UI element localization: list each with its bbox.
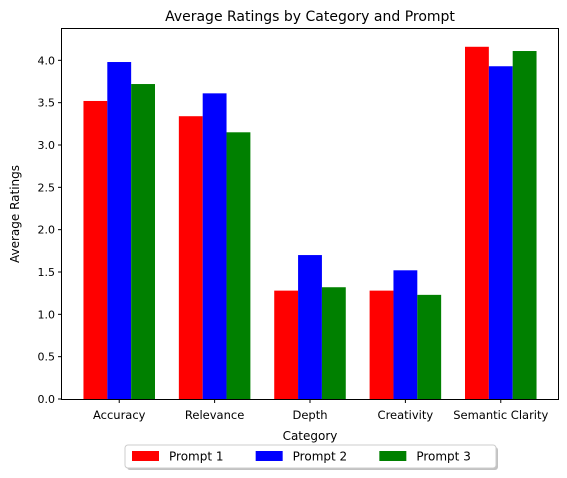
- bar-prompt-3-semantic-clarity: [512, 51, 537, 399]
- plot-area: 0.0 0.5 1.0 1.5 2.0 2.5 3.0 3.5 4.0 Accuracy Relev…: [38, 46, 549, 422]
- legend-label: Prompt 2: [293, 450, 348, 464]
- y-axis-label: Average Ratings: [8, 165, 22, 263]
- bar-prompt-3-accuracy: [131, 84, 155, 399]
- y-tick-label: 0.5: [38, 351, 56, 364]
- bar-prompt-1-accuracy: [83, 100, 108, 400]
- bar-prompt-1-relevance: [178, 116, 203, 399]
- y-tick-label: 1.0: [38, 308, 56, 321]
- legend-box: [124, 444, 497, 469]
- bar-prompt-3-relevance: [226, 132, 251, 399]
- plot-frame: [61, 28, 559, 400]
- y-tick-label: 1.5: [38, 266, 56, 279]
- bar-prompt-2-creativity: [393, 270, 418, 399]
- bar-prompt-3-depth: [321, 287, 346, 399]
- y-tick-label: 4.0: [38, 54, 56, 67]
- legend-swatch: [255, 451, 283, 461]
- bar-prompt-2-depth: [298, 255, 322, 399]
- y-tick-label: 2.5: [38, 181, 56, 194]
- x-tick-label: Accuracy: [93, 408, 146, 422]
- y-tick-label: 3.0: [38, 139, 56, 152]
- x-axis-label: Category: [283, 429, 338, 443]
- x-tick-label: Creativity: [378, 408, 434, 422]
- legend-label: Prompt 1: [169, 450, 224, 464]
- legend-label: Prompt 3: [416, 450, 471, 464]
- legend-swatch: [132, 451, 159, 461]
- bar-prompt-2-accuracy: [107, 62, 132, 399]
- bar-prompt-1-depth: [274, 290, 299, 399]
- y-tick-label: 0.0: [38, 393, 56, 406]
- legend: Prompt 1 Prompt 2 Prompt 3: [124, 444, 498, 470]
- y-tick-label: 2.0: [38, 224, 56, 237]
- y-tick-label: 3.5: [38, 97, 56, 110]
- bar-prompt-2-semantic-clarity: [488, 66, 513, 400]
- bar-prompt-1-creativity: [369, 290, 394, 399]
- bar-prompt-1-semantic-clarity: [465, 46, 489, 399]
- chart-title: Average Ratings by Category and Prompt: [165, 9, 455, 25]
- x-tick-label: Semantic Clarity: [453, 408, 548, 422]
- x-tick-label: Depth: [292, 408, 327, 422]
- bar-prompt-2-relevance: [202, 93, 227, 399]
- bar-prompt-3-creativity: [417, 294, 442, 399]
- x-tick-label: Relevance: [185, 408, 244, 422]
- legend-swatch: [379, 451, 407, 461]
